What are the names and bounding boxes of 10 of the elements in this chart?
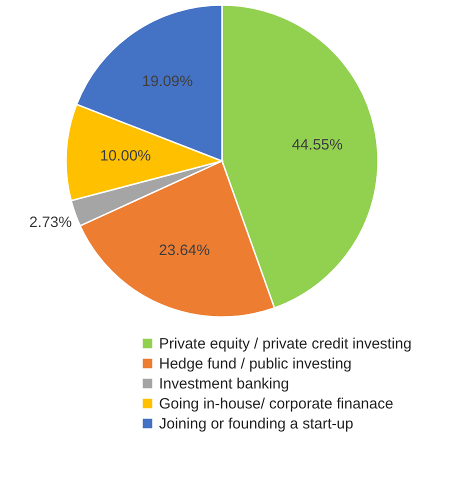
legend-label: Joining or founding a start-up bbox=[159, 416, 354, 432]
legend-label: Going in-house/ corporate finanace bbox=[159, 396, 394, 412]
data-label: 19.09% bbox=[142, 73, 193, 90]
data-label: 2.73% bbox=[29, 214, 72, 232]
data-label: 10.00% bbox=[100, 147, 151, 164]
data-label: 44.55% bbox=[292, 136, 343, 154]
legend-label: Private equity / private credit investing bbox=[159, 336, 412, 352]
data-label: 23.64% bbox=[158, 242, 210, 260]
legend-label: Investment banking bbox=[159, 376, 290, 392]
legend-label: Hedge fund / public investing bbox=[159, 356, 352, 372]
